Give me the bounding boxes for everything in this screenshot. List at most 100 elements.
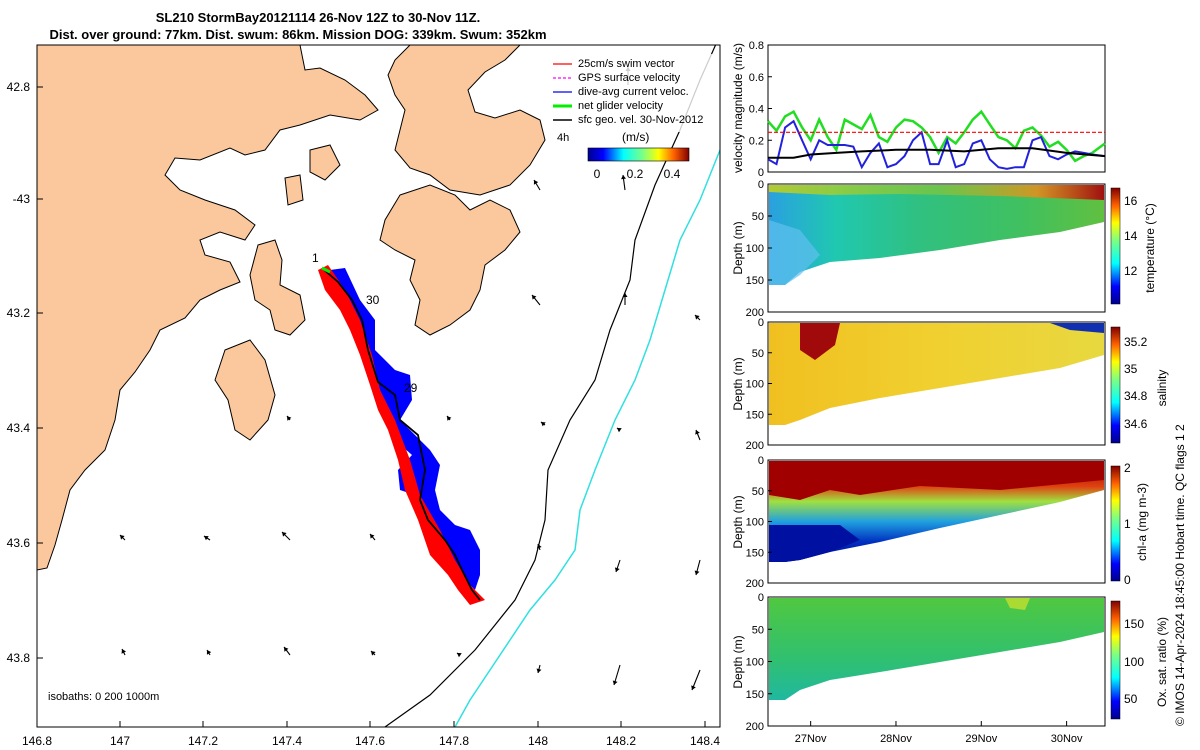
map-x-tick-label: 147.8: [439, 734, 469, 748]
title-line-1: SL210 StormBay20121114 26-Nov 12Z to 30-…: [156, 10, 480, 25]
map-x-tick-label: 146.8: [22, 734, 52, 748]
ox-cb-tick-2: 150: [1124, 617, 1144, 631]
chla-surface-max: [769, 461, 1104, 500]
depth-tick-label: 0: [758, 179, 764, 191]
salinity-colorbar: [1110, 326, 1121, 444]
depth-tick-label: 150: [746, 689, 764, 701]
colorbar-tick-1: 0.2: [627, 167, 644, 181]
salinity-depth-label: Depth (m): [731, 357, 745, 410]
depth-tick-label: 50: [752, 486, 764, 498]
geo-arrow-head: [694, 570, 700, 575]
temperature-field: [769, 185, 1104, 285]
map-x-tick-label: 147.6: [355, 734, 385, 748]
date-tick-label: 27Nov: [795, 733, 827, 745]
geo-arrow-head: [612, 680, 618, 685]
velocity-y-tick-label: 0: [758, 167, 764, 179]
date-tick-label: 30Nov: [1051, 733, 1083, 745]
ox-cb-tick-1: 100: [1124, 655, 1144, 669]
geo-arrow-head: [621, 175, 627, 180]
depth-tick-label: 100: [746, 243, 764, 255]
track-label-30: 30: [366, 293, 380, 307]
salinity-high-patch: [800, 323, 840, 360]
legend-geo: sfc geo. vel. 30-Nov-2012: [578, 114, 703, 126]
map-x-tick-label: 147.4: [272, 734, 302, 748]
velocity-lines: [767, 109, 1106, 170]
geo-arrow-head: [695, 315, 700, 320]
glider-swim-band: [318, 265, 485, 605]
chl-cb-tick-0: 0: [1124, 573, 1131, 587]
geo-arrow-head: [541, 422, 546, 427]
temperature-depth-label: Depth (m): [731, 221, 745, 274]
oxygen-high-patch: [1005, 598, 1030, 610]
velocity-panel: 0 0.2 0.4 0.6 0.8 velocity magnitude (m/s): [731, 40, 1106, 179]
depth-tick-label: 100: [746, 517, 764, 529]
geo-arrow-head: [614, 567, 620, 572]
velocity-series-0: [767, 109, 1106, 163]
depth-tick-label: 0: [758, 592, 764, 604]
temperature-colorbar-label: temperature (°C): [1143, 203, 1157, 293]
colorbar-label: (m/s): [622, 130, 649, 144]
depth-tick-label: 0: [758, 455, 764, 467]
geo-arrow-head: [121, 649, 127, 654]
chla-y-axis: 0 50 100 150 200: [746, 455, 772, 590]
velocity-y-axis: 0 0.2 0.4 0.6 0.8: [749, 40, 772, 179]
velocity-y-tick-label: 0.2: [749, 135, 764, 147]
velocity-y-tick-label: 0.4: [749, 104, 764, 116]
velocity-colorbar: [587, 147, 690, 162]
map-y-axis: 42.8 -43 43.2 43.4 43.6 43.8: [7, 80, 43, 665]
map-x-tick-label: 148: [528, 734, 548, 748]
depth-tick-label: 200: [746, 578, 764, 590]
geo-arrow-head: [695, 430, 700, 435]
chla-deep-low: [769, 525, 860, 562]
chla-colorbar: [1110, 465, 1121, 582]
salinity-y-axis: 0 50 100 150 200: [746, 317, 772, 452]
oxygen-panel: 0 50 100 150 200 Depth (m) 50 100 150 Ox. sa…: [731, 592, 1169, 745]
geo-arrow-head: [622, 293, 628, 297]
temp-cb-tick-12: 12: [1124, 264, 1138, 278]
chla-depth-label: Depth (m): [731, 495, 745, 548]
sal-cb-tick-3: 35.2: [1124, 335, 1148, 349]
oxygen-colorbar-label: Ox. sat. ratio (%): [1155, 617, 1169, 707]
geo-arrow-head: [532, 295, 537, 300]
map-panel: 1 30 29 isobaths: 0 200 1000m 25cm/s swi…: [7, 44, 721, 748]
legend-net: net glider velocity: [578, 100, 663, 112]
glider-track: [321, 267, 481, 601]
salinity-panel: 0 50 100 150 200 Depth (m) 34.6 34.8 35 35.2…: [731, 317, 1169, 452]
geo-arrow-head: [447, 416, 452, 421]
velocity-frame: [767, 44, 1106, 173]
depth-tick-label: 200: [746, 440, 764, 452]
map-x-tick-label: 147: [110, 734, 130, 748]
sal-cb-tick-1: 34.8: [1124, 389, 1148, 403]
oxygen-depth-label: Depth (m): [731, 635, 745, 688]
map-legend: 25cm/s swim vector GPS surface velocity …: [547, 54, 720, 132]
legend-swim: 25cm/s swim vector: [578, 58, 675, 70]
salinity-field: [769, 323, 1104, 425]
legend-current: dive-avg current veloc.: [578, 86, 689, 98]
geo-arrow-head: [533, 180, 539, 185]
salinity-colorbar-label: salinity: [1155, 370, 1169, 407]
map-x-tick-label: 148.2: [606, 734, 636, 748]
geo-arrow-head: [282, 532, 287, 537]
depth-tick-label: 100: [746, 379, 764, 391]
time-marker: 4h: [557, 132, 569, 144]
geo-arrow-head: [536, 544, 542, 549]
map-y-tick-label: 43.4: [7, 421, 31, 435]
temperature-cold-water: [769, 220, 820, 285]
map-y-tick-label: 42.8: [7, 80, 31, 94]
velocity-ylabel: velocity magnitude (m/s): [731, 43, 745, 173]
map-y-tick-label: 43.8: [7, 651, 31, 665]
chla-colorbar-label: chl-a (mg m-3): [1135, 483, 1149, 561]
map-frame: [36, 44, 721, 728]
temperature-surface: [769, 185, 1104, 200]
geo-arrow-head: [206, 650, 212, 655]
isobaths-label: isobaths: 0 200 1000m: [48, 691, 159, 703]
oxygen-field: [769, 598, 1104, 700]
depth-tick-label: 200: [746, 307, 764, 319]
map-y-tick-label: -43: [13, 192, 31, 206]
geo-arrow-head: [536, 668, 542, 673]
map-x-axis: 146.8 147 147.2 147.4 147.6 147.8 148 148.2 148.…: [22, 721, 720, 748]
geo-arrow-head: [370, 534, 375, 539]
sal-cb-tick-2: 35: [1124, 362, 1138, 376]
date-x-axis: 27Nov 28Nov 29Nov 30Nov: [795, 721, 1083, 745]
chla-panel: 0 50 100 150 200 Depth (m) 0 1 2 chl-a (mg m…: [731, 455, 1149, 590]
